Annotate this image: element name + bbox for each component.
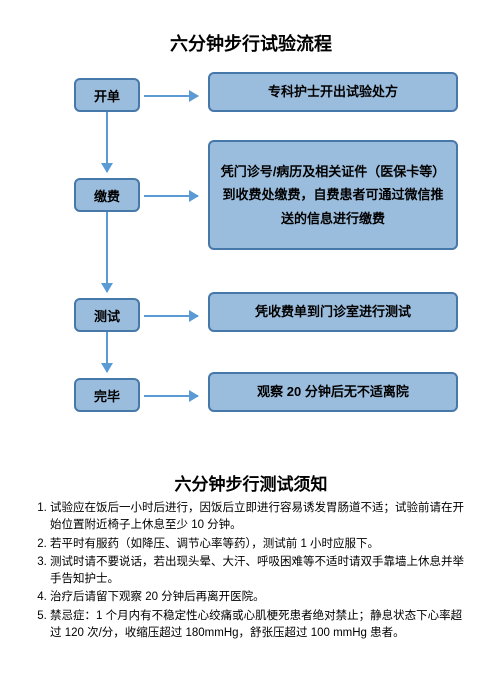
flow-step-4: 完毕: [74, 378, 140, 412]
notes-item-3: 测试时请不要说话，若出现头晕、大汗、呼吸困难等不适时请双手靠墙上休息并举手告知护…: [50, 554, 470, 589]
flow-title: 六分钟步行试验流程: [0, 30, 502, 56]
flow-detail-1-text: 专科护士开出试验处方: [268, 80, 398, 103]
flow-step-4-label: 完毕: [94, 386, 120, 405]
flow-step-1-label: 开单: [94, 86, 120, 105]
notes-title: 六分钟步行测试须知: [0, 470, 502, 495]
arrow-h-2: [144, 195, 198, 197]
arrow-v-2: [106, 212, 108, 292]
flow-step-2: 缴费: [74, 178, 140, 212]
flow-detail-1: 专科护士开出试验处方: [208, 72, 458, 112]
notes-list: 试验应在饭后一小时后进行，因饭后立即进行容易诱发胃肠道不适；试验前请在开始位置附…: [32, 500, 470, 642]
notes-item-1: 试验应在饭后一小时后进行，因饭后立即进行容易诱发胃肠道不适；试验前请在开始位置附…: [50, 500, 470, 535]
notes-item-2: 若平时有服药（如降压、调节心率等药），测试前 1 小时应服下。: [50, 536, 470, 553]
notes-section: 试验应在饭后一小时后进行，因饭后立即进行容易诱发胃肠道不适；试验前请在开始位置附…: [32, 500, 470, 643]
flow-detail-4-text: 观察 20 分钟后无不适离院: [257, 380, 409, 403]
flow-detail-4: 观察 20 分钟后无不适离院: [208, 372, 458, 412]
notes-item-5: 禁忌症：1 个月内有不稳定性心绞痛或心肌梗死患者绝对禁止；静息状态下心率超过 1…: [50, 608, 470, 643]
notes-item-4: 治疗后请留下观察 20 分钟后再离开医院。: [50, 589, 470, 606]
arrow-v-3: [106, 332, 108, 372]
flow-detail-2: 凭门诊号/病历及相关证件（医保卡等）到收费处缴费，自费患者可通过微信推送的信息进…: [208, 140, 458, 250]
flow-step-3: 测试: [74, 298, 140, 332]
flow-detail-2-text: 凭门诊号/病历及相关证件（医保卡等）到收费处缴费，自费患者可通过微信推送的信息进…: [220, 160, 446, 230]
flow-detail-3-text: 凭收费单到门诊室进行测试: [255, 300, 411, 323]
flow-step-3-label: 测试: [94, 306, 120, 325]
arrow-h-1: [144, 95, 198, 97]
flow-detail-3: 凭收费单到门诊室进行测试: [208, 292, 458, 332]
flow-step-2-label: 缴费: [94, 186, 120, 205]
arrow-v-1: [106, 112, 108, 172]
arrow-h-3: [144, 315, 198, 317]
flow-step-1: 开单: [74, 78, 140, 112]
arrow-h-4: [144, 395, 198, 397]
